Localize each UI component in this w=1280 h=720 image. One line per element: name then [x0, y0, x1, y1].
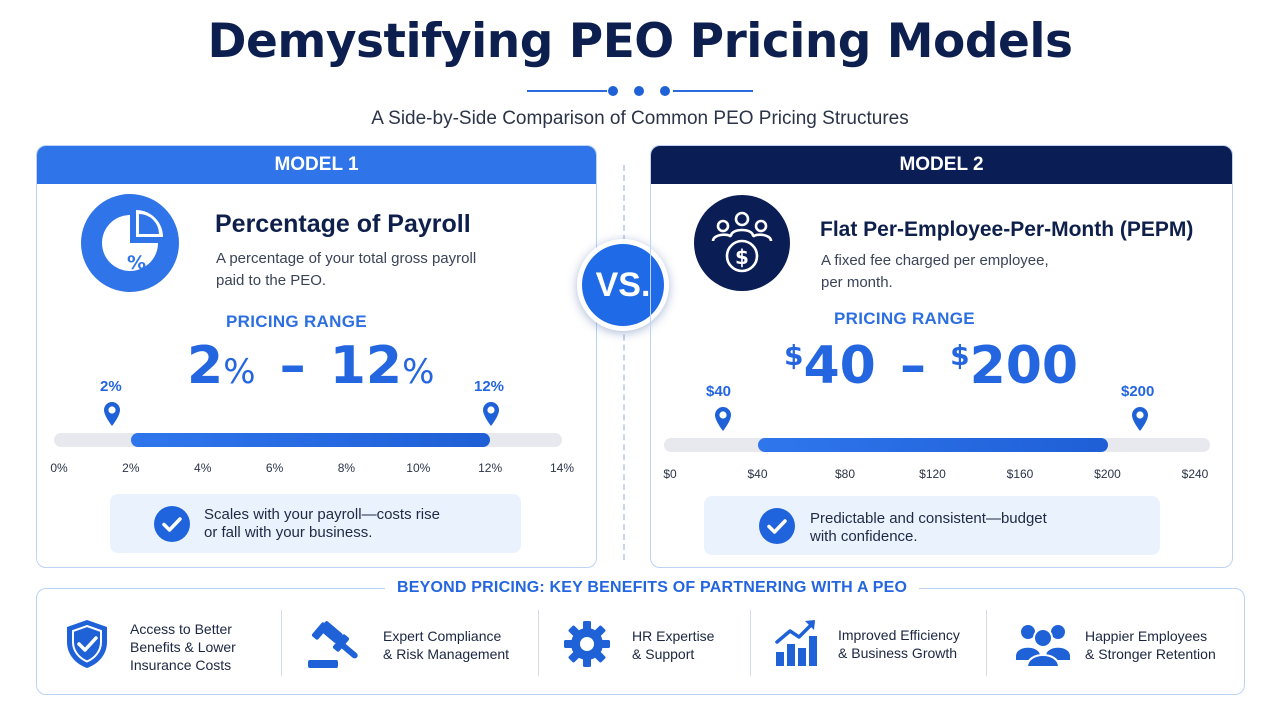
model2-note: Predictable and consistent—budget with c…: [704, 496, 1160, 555]
model1-card: MODEL 1: [36, 145, 597, 568]
benefit-5-text: Happier Employees & Stronger Retention: [1085, 628, 1216, 662]
scale-tick-label: $40: [747, 467, 768, 481]
model2-note-line1: Predictable and consistent—budget: [810, 510, 1047, 527]
model2-range-label: PRICING RANGE: [834, 309, 975, 328]
model2-range-separator: –: [899, 336, 926, 396]
scale-tick-label: 12%: [478, 461, 503, 475]
people-group-icon: [1015, 620, 1071, 673]
model2-description-line1: A fixed fee charged per employee,: [821, 252, 1049, 269]
gear-icon: [563, 620, 611, 673]
benefits-title: BEYOND PRICING: KEY BENEFITS OF PARTNERI…: [385, 579, 920, 597]
gavel-icon: [306, 620, 364, 675]
model2-range-low: 40: [803, 336, 876, 396]
model1-note: Scales with your payroll—costs rise or f…: [110, 494, 521, 553]
scale-tick-label: $120: [919, 467, 946, 481]
scale-tick-label: $240: [1181, 467, 1209, 481]
map-pin-icon: [715, 407, 731, 436]
model1-range-fill: [130, 433, 491, 447]
model2-low-marker-label: $40: [706, 383, 732, 400]
check-circle-icon: [154, 506, 190, 542]
svg-text:$: $: [735, 245, 749, 269]
map-pin-icon: [483, 402, 499, 431]
model2-range-high-unit: $: [950, 339, 970, 372]
model2-note-line2: with confidence.: [810, 528, 918, 545]
svg-text:%: %: [127, 252, 146, 274]
model2-range-high: 200: [969, 336, 1079, 396]
benefit-2-text: Expert Compliance & Risk Management: [383, 628, 510, 662]
benefit-1-text: Access to Better Benefits & Lower Insura…: [130, 621, 236, 673]
check-circle-icon: [759, 508, 795, 544]
scale-tick-label: 8%: [337, 461, 356, 475]
scale-tick-label: $80: [834, 467, 856, 481]
page-subtitle: A Side-by-Side Comparison of Common PEO …: [371, 108, 909, 129]
scale-tick-label: 14%: [549, 461, 575, 475]
model1-header: MODEL 1: [37, 146, 596, 184]
benefit-3-text: HR Expertise & Support: [632, 628, 715, 662]
model2-description-line2: per month.: [821, 274, 893, 291]
model1-description: A percentage of your total gross payroll…: [216, 248, 476, 292]
model1-range-high-unit: %: [402, 352, 435, 392]
model1-note-line1: Scales with your payroll—costs rise: [204, 506, 440, 523]
scale-tick-label: 10%: [406, 461, 431, 475]
scale-tick-label: $160: [1006, 467, 1034, 481]
model1-note-line2: or fall with your business.: [204, 524, 373, 541]
model2-card: MODEL 2: [650, 145, 1233, 568]
scale-tick-label: 6%: [265, 461, 284, 475]
model2-header: MODEL 2: [651, 146, 1232, 184]
scale-tick-label: 0%: [50, 461, 68, 475]
model1-range-low: 2: [187, 336, 224, 396]
scale-tick-label: $200: [1094, 467, 1121, 481]
benefit-4-text: Improved Efficiency & Business Growth: [838, 627, 960, 661]
pie-chart-percent-icon: %: [80, 193, 180, 293]
page-title: Demystifying PEO Pricing Models: [207, 14, 1073, 69]
growth-chart-icon: [773, 616, 819, 673]
model1-title: Percentage of Payroll: [215, 210, 471, 238]
vs-badge: VS.: [577, 239, 669, 331]
model1-description-line2: paid to the PEO.: [216, 272, 327, 289]
title-divider: [527, 84, 753, 98]
people-dollar-icon: $: [693, 194, 791, 292]
model1-range-low-unit: %: [223, 352, 256, 392]
model2-description: A fixed fee charged per employee, per mo…: [821, 250, 1049, 294]
model1-range-value: 2% – 12%: [187, 336, 434, 396]
map-pin-icon: [104, 402, 120, 431]
model2-range-fill: [757, 438, 1108, 452]
model2-title: Flat Per-Employee-Per-Month (PEPM): [820, 218, 1194, 241]
map-pin-icon: [1132, 407, 1148, 436]
model2-range-low-unit: $: [784, 339, 804, 372]
model1-high-marker-label: 12%: [474, 378, 505, 395]
model1-range-label: PRICING RANGE: [226, 312, 367, 331]
model1-range-separator: –: [279, 336, 306, 396]
scale-tick-label: $0: [663, 467, 677, 481]
shield-check-icon: [64, 618, 110, 675]
model2-high-marker-label: $200: [1121, 383, 1155, 400]
model1-description-line1: A percentage of your total gross payroll: [216, 250, 477, 267]
scale-tick-label: 4%: [194, 461, 212, 475]
model1-range-high: 12: [329, 336, 403, 396]
model2-range-value: $40 – $200: [784, 336, 1078, 396]
model1-low-marker-label: 2%: [100, 378, 122, 395]
scale-tick-label: 2%: [122, 461, 140, 475]
comparison-divider: [623, 165, 625, 560]
